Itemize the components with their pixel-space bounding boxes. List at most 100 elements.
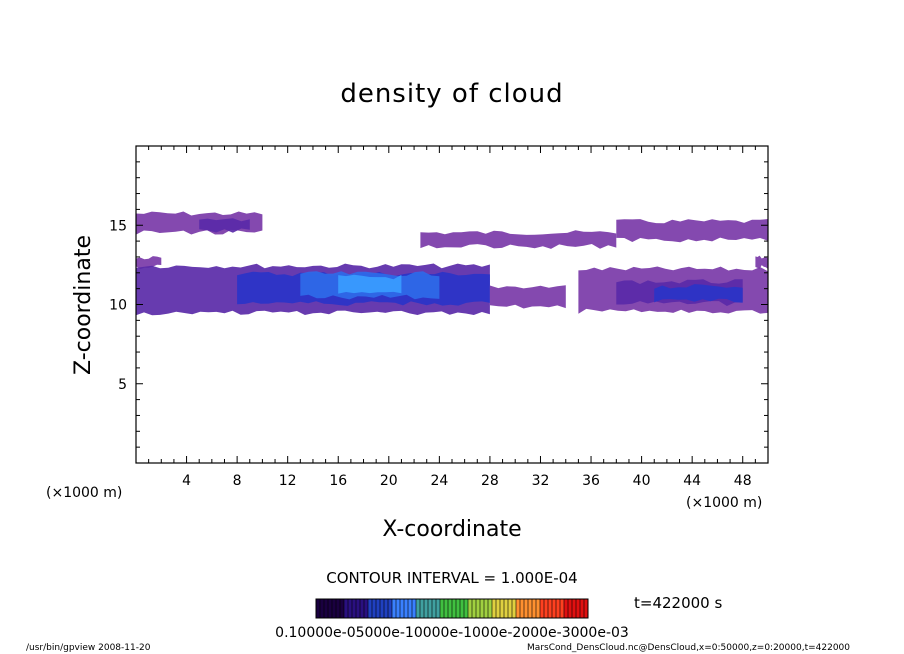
cloud-region bbox=[338, 274, 402, 294]
colorbar-swatch bbox=[412, 599, 416, 618]
colorbar-swatch bbox=[520, 599, 524, 618]
colorbar-swatch bbox=[400, 599, 404, 618]
y-tick-label: 5 bbox=[118, 377, 127, 393]
colorbar-swatch bbox=[460, 599, 464, 618]
colorbar-swatch bbox=[320, 599, 324, 618]
colorbar-swatch bbox=[504, 599, 508, 618]
x-tick-label: 4 bbox=[182, 473, 191, 489]
colorbar-swatch bbox=[584, 599, 588, 618]
y-unit-label: (×1000 m) bbox=[46, 485, 122, 501]
colorbar-swatch bbox=[540, 599, 544, 618]
x-tick-label: 44 bbox=[683, 473, 701, 489]
colorbar-swatch bbox=[392, 599, 396, 618]
colorbar-swatch bbox=[492, 599, 496, 618]
y-tick-label: 10 bbox=[109, 298, 127, 314]
colorbar-swatch bbox=[428, 599, 432, 618]
colorbar-swatch bbox=[420, 599, 424, 618]
colorbar-swatch bbox=[444, 599, 448, 618]
colorbar-swatch bbox=[448, 599, 452, 618]
time-label: t=422000 s bbox=[634, 594, 722, 612]
colorbar-swatch bbox=[488, 599, 492, 618]
colorbar-swatch bbox=[464, 599, 468, 618]
colorbar-swatch bbox=[472, 599, 476, 618]
colorbar-swatch bbox=[452, 599, 456, 618]
x-tick-label: 20 bbox=[380, 473, 398, 489]
colorbar-swatch bbox=[372, 599, 376, 618]
colorbar-swatch bbox=[532, 599, 536, 618]
colorbar-swatch bbox=[476, 599, 480, 618]
x-tick-label: 32 bbox=[532, 473, 550, 489]
colorbar-swatch bbox=[404, 599, 408, 618]
colorbar-swatch bbox=[468, 599, 472, 618]
colorbar-swatch bbox=[424, 599, 428, 618]
colorbar-swatch bbox=[408, 599, 412, 618]
colorbar-swatch bbox=[524, 599, 528, 618]
y-axis-label: Z-coordinate bbox=[71, 235, 96, 375]
colorbar-swatch bbox=[552, 599, 556, 618]
colorbar-swatch bbox=[336, 599, 340, 618]
cloud-region bbox=[136, 256, 162, 270]
cloud-region bbox=[654, 284, 743, 303]
cloud-region bbox=[755, 255, 768, 270]
x-tick-label: 16 bbox=[329, 473, 347, 489]
colorbar-swatch bbox=[516, 599, 520, 618]
colorbar bbox=[315, 599, 588, 618]
footer-left: /usr/bin/gpview 2008-11-20 bbox=[26, 643, 151, 653]
colorbar-swatch bbox=[564, 599, 568, 618]
cloud-heatmap bbox=[136, 211, 768, 316]
colorbar-swatch bbox=[556, 599, 560, 618]
colorbar-swatch bbox=[316, 599, 320, 618]
colorbar-swatch bbox=[328, 599, 332, 618]
colorbar-swatch bbox=[380, 599, 384, 618]
colorbar-swatch bbox=[364, 599, 368, 618]
colorbar-swatch bbox=[432, 599, 436, 618]
colorbar-swatch bbox=[508, 599, 512, 618]
chart-title: density of cloud bbox=[340, 79, 563, 109]
colorbar-tick-labels: 0.10000e-05000e-10000e-1000e-2000e-3000e… bbox=[275, 625, 629, 641]
colorbar-swatch bbox=[352, 599, 356, 618]
x-tick-label: 24 bbox=[430, 473, 448, 489]
colorbar-swatch bbox=[344, 599, 348, 618]
x-tick-label: 40 bbox=[633, 473, 651, 489]
colorbar-swatch bbox=[324, 599, 328, 618]
colorbar-swatch bbox=[368, 599, 372, 618]
x-tick-label: 12 bbox=[279, 473, 297, 489]
colorbar-swatch bbox=[396, 599, 400, 618]
colorbar-swatch bbox=[512, 599, 516, 618]
colorbar-swatch bbox=[576, 599, 580, 618]
colorbar-swatch bbox=[332, 599, 336, 618]
colorbar-swatch bbox=[580, 599, 584, 618]
colorbar-swatch bbox=[356, 599, 360, 618]
colorbar-swatch bbox=[480, 599, 484, 618]
colorbar-swatch bbox=[340, 599, 344, 618]
colorbar-swatch bbox=[484, 599, 488, 618]
colorbar-swatch bbox=[440, 599, 444, 618]
x-tick-label: 28 bbox=[481, 473, 499, 489]
colorbar-swatch bbox=[500, 599, 504, 618]
colorbar-swatch bbox=[376, 599, 380, 618]
footer-right: MarsCond_DensCloud.nc@DensCloud,x=0:5000… bbox=[527, 643, 850, 653]
x-tick-label: 48 bbox=[734, 473, 752, 489]
colorbar-swatch bbox=[416, 599, 420, 618]
colorbar-swatch bbox=[572, 599, 576, 618]
colorbar-swatch bbox=[548, 599, 552, 618]
cloud-region bbox=[199, 218, 250, 233]
colorbar-swatch bbox=[536, 599, 540, 618]
colorbar-swatch bbox=[360, 599, 364, 618]
colorbar-swatch bbox=[496, 599, 500, 618]
colorbar-swatch bbox=[560, 599, 564, 618]
x-unit-label: (×1000 m) bbox=[686, 495, 762, 511]
x-axis-label: X-coordinate bbox=[382, 517, 521, 542]
colorbar-frame bbox=[315, 598, 589, 619]
cloud-region bbox=[616, 219, 768, 243]
colorbar-swatch bbox=[436, 599, 440, 618]
colorbar-swatch bbox=[528, 599, 532, 618]
colorbar-swatch bbox=[348, 599, 352, 618]
colorbar-swatch bbox=[456, 599, 460, 618]
colorbar-swatch bbox=[544, 599, 548, 618]
cloud-region bbox=[420, 230, 617, 249]
cloud-region bbox=[489, 285, 566, 309]
colorbar-swatch bbox=[388, 599, 392, 618]
